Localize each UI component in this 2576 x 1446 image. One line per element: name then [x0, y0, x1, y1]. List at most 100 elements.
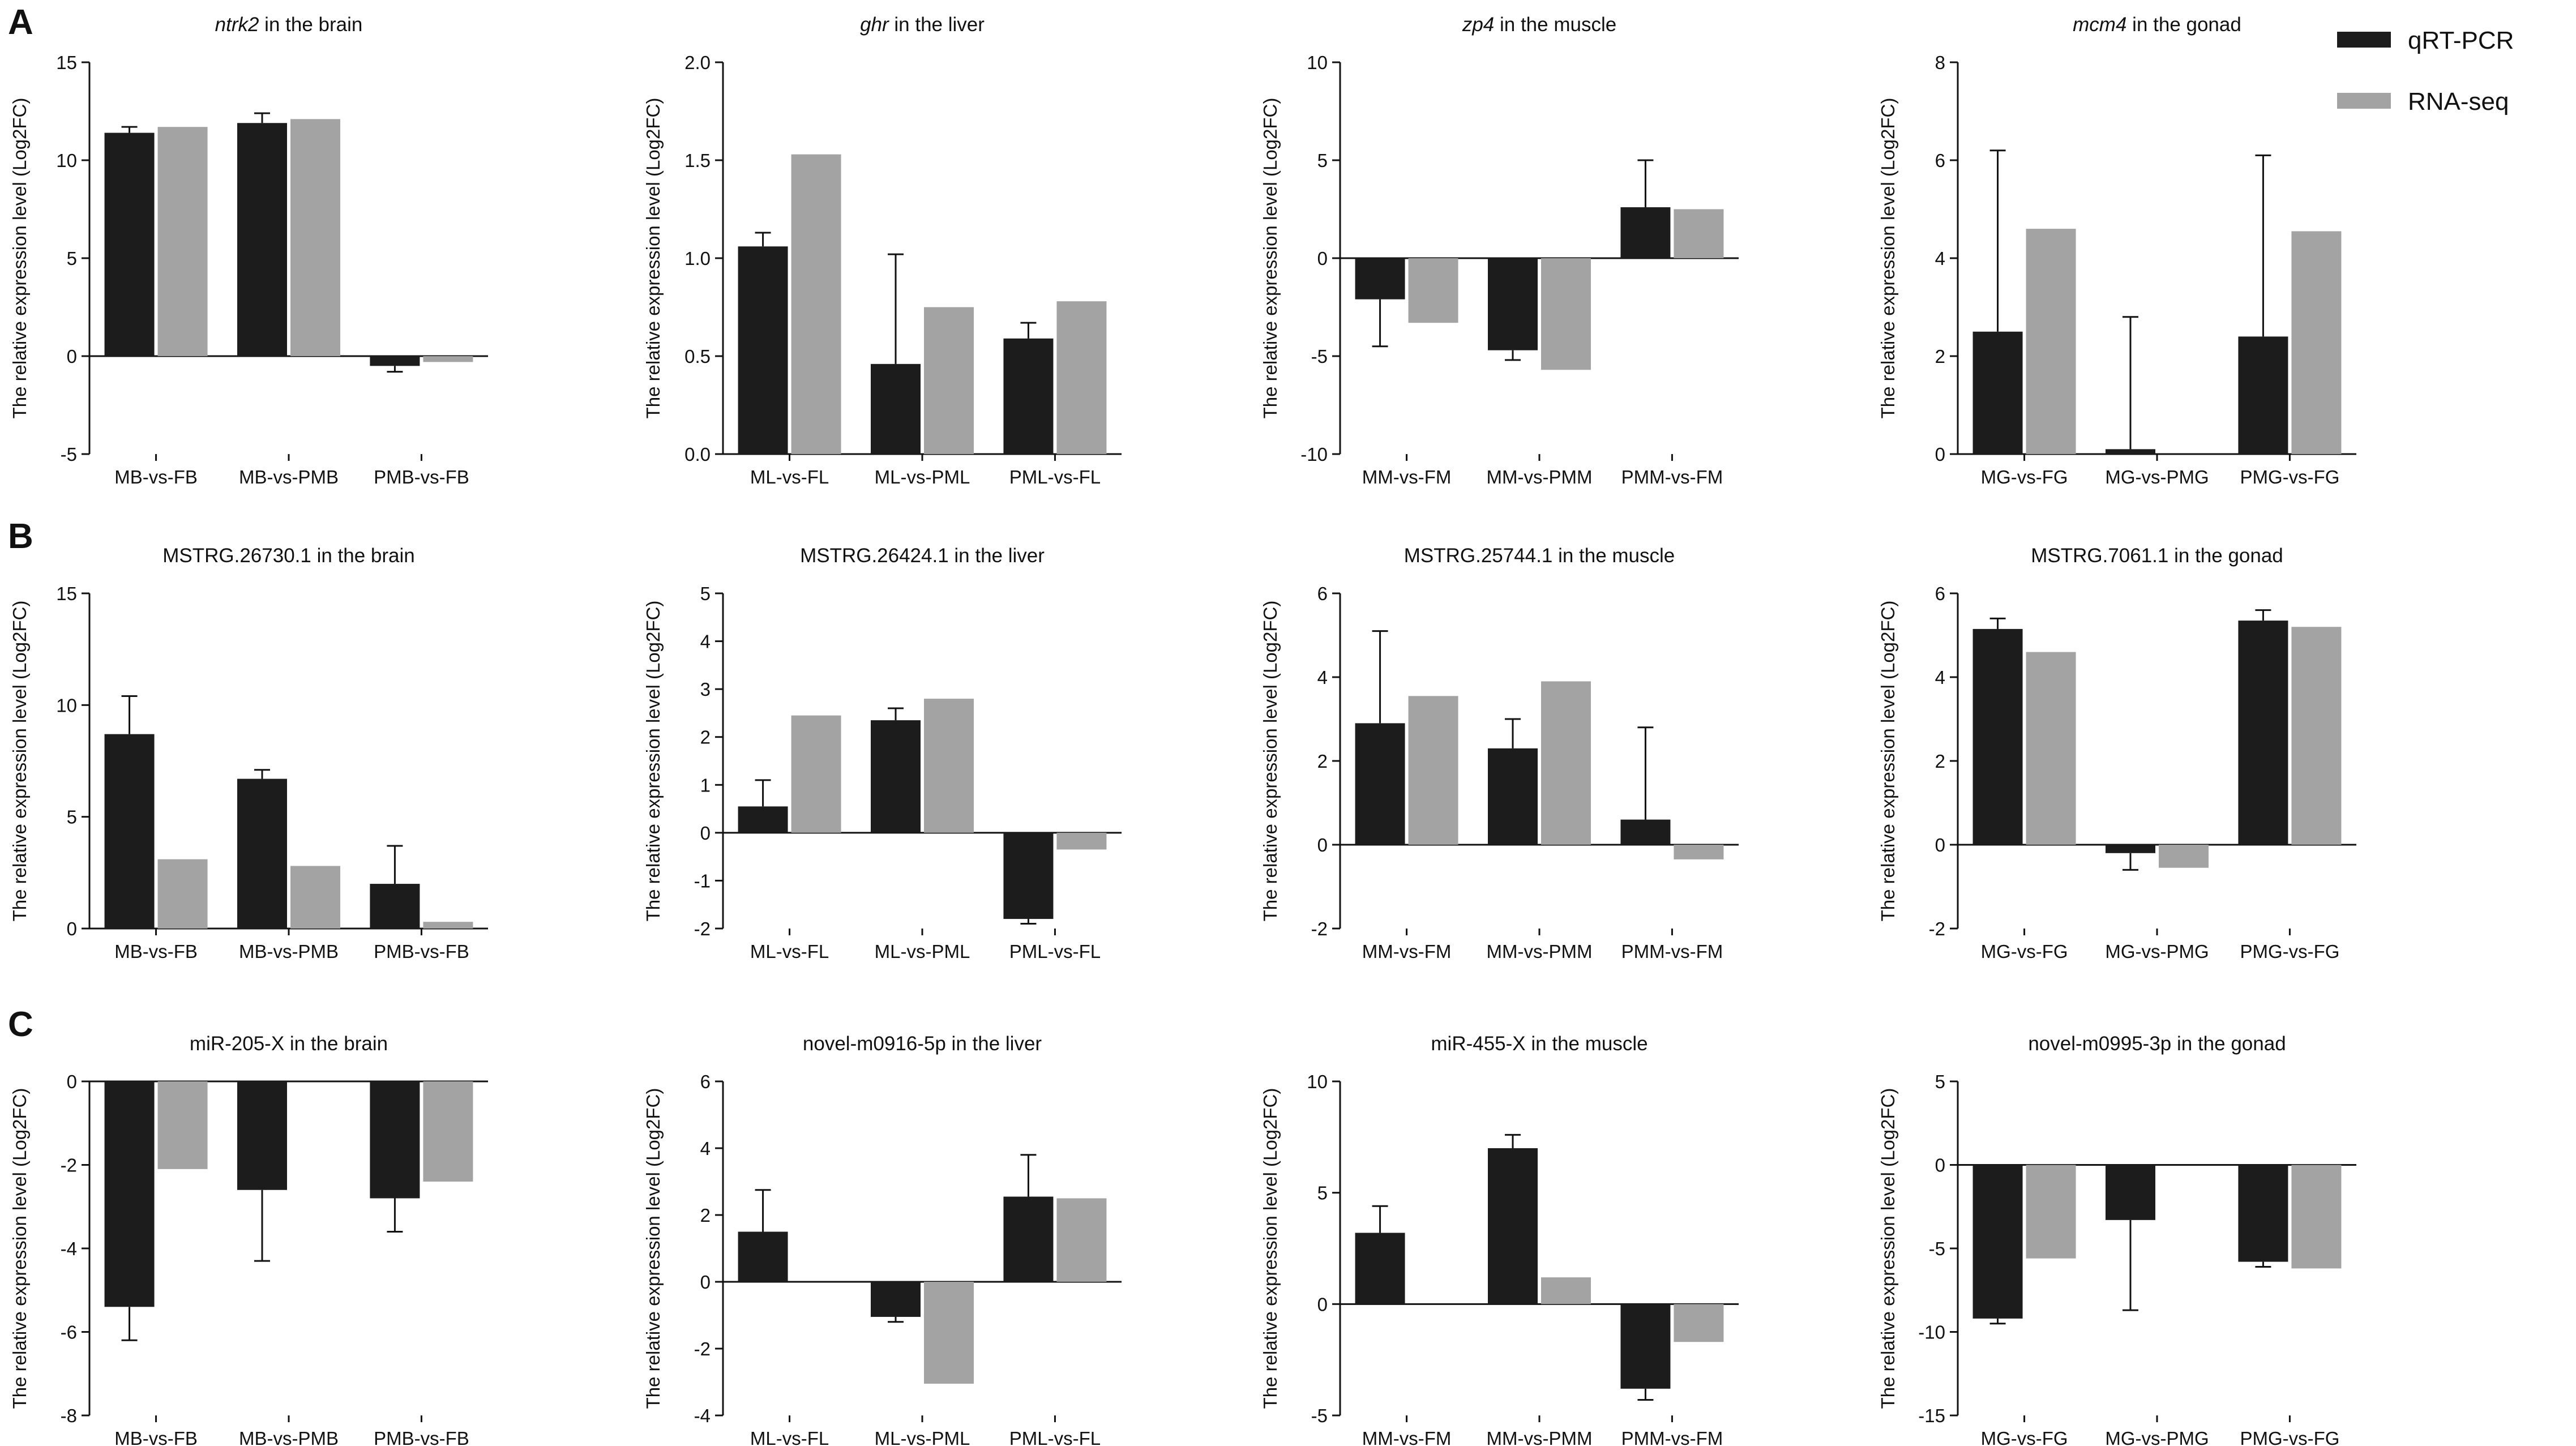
legend-swatch-qrt-pcr	[2337, 32, 2391, 48]
bar-rna-seq-3	[1674, 1304, 1724, 1342]
x-tick-label: MG-vs-PMG	[2105, 467, 2209, 487]
bar-qrt-pcr-1	[104, 1081, 155, 1307]
x-tick-label: MG-vs-PMG	[2105, 1428, 2209, 1446]
chart-2: ghr in the liver The relative expression …	[643, 14, 1122, 487]
x-tick-label: ML-vs-FL	[750, 1428, 829, 1446]
y-tick-label: -5	[1311, 346, 1328, 367]
y-tick-label: -2	[694, 918, 711, 939]
chart-title: MSTRG.25744.1 in the muscle	[1404, 545, 1675, 567]
y-tick-label: 4	[1317, 667, 1328, 688]
bar-rna-seq-3	[2291, 231, 2342, 454]
y-axis-label: The relative expression level (Log2FC)	[1877, 1088, 1898, 1409]
bar-qrt-pcr-1	[104, 734, 155, 929]
bar-rna-seq-2	[924, 1282, 974, 1384]
y-tick-label: 5	[700, 583, 711, 604]
chart-title: MSTRG.7061.1 in the gonad	[2031, 545, 2283, 567]
y-tick-label: -4	[61, 1238, 77, 1259]
bar-qrt-pcr-2	[237, 778, 287, 929]
y-tick-label: 15	[56, 583, 77, 604]
y-tick-label: -2	[1929, 918, 1945, 939]
chart-title: novel-m0916-5p in the liver	[803, 1033, 1042, 1055]
chart-title: ntrk2 in the brain	[215, 14, 363, 36]
y-tick-label: 0	[67, 1071, 77, 1092]
y-tick-label: 5	[1317, 1183, 1328, 1204]
y-tick-label: 6	[1935, 583, 1945, 604]
y-tick-label: 0	[67, 918, 77, 939]
bar-qrt-pcr-1	[1972, 331, 2023, 454]
y-tick-label: -8	[61, 1405, 77, 1426]
chart-title: MSTRG.26730.1 in the brain	[162, 545, 415, 567]
bar-rna-seq-3	[1056, 1198, 1107, 1282]
x-tick-label: PMG-vs-FG	[2240, 941, 2339, 962]
bar-rna-seq-2	[2159, 845, 2209, 868]
bar-qrt-pcr-1	[738, 1231, 788, 1282]
bar-qrt-pcr-2	[2106, 1165, 2155, 1220]
bar-qrt-pcr-2	[2106, 449, 2155, 454]
bar-qrt-pcr-3	[1003, 338, 1054, 454]
x-tick-label: PML-vs-FL	[1009, 1428, 1101, 1446]
bar-qrt-pcr-1	[104, 132, 155, 356]
x-tick-label: PMG-vs-FG	[2240, 467, 2339, 487]
y-tick-label: -1	[694, 870, 711, 891]
y-axis-label: The relative expression level (Log2FC)	[9, 98, 30, 419]
x-tick-label: PMM-vs-FM	[1621, 467, 1723, 487]
y-tick-label: 3	[700, 679, 711, 700]
y-tick-label: 0	[1317, 835, 1328, 855]
bar-rna-seq-1	[2026, 652, 2076, 845]
chart-title: zp4 in the muscle	[1462, 14, 1616, 36]
y-axis-label: The relative expression level (Log2FC)	[643, 98, 664, 419]
bar-qrt-pcr-3	[1620, 1304, 1671, 1389]
panel-label-a: A	[8, 3, 33, 42]
y-tick-label: -2	[1311, 918, 1328, 939]
y-tick-label: 1.5	[684, 150, 711, 171]
x-tick-label: PMB-vs-FB	[374, 1428, 469, 1446]
bar-qrt-pcr-2	[1488, 258, 1538, 350]
charts-grid: ntrk2 in the brain The relative expressio…	[9, 14, 2356, 1446]
x-tick-label: PMB-vs-FB	[374, 467, 469, 487]
x-tick-label: PML-vs-FL	[1009, 467, 1101, 487]
y-tick-label: -6	[61, 1322, 77, 1343]
legend: qRT-PCR RNA-seq	[2337, 27, 2514, 115]
y-axis-label: The relative expression level (Log2FC)	[1260, 601, 1281, 922]
bar-rna-seq-2	[1541, 1277, 1591, 1304]
bar-rna-seq-3	[2291, 627, 2342, 845]
bar-qrt-pcr-3	[370, 884, 420, 929]
x-tick-label: PMM-vs-FM	[1621, 1428, 1723, 1446]
x-tick-label: MB-vs-FB	[114, 467, 198, 487]
bar-rna-seq-2	[1541, 681, 1591, 845]
x-tick-label: MB-vs-FB	[114, 941, 198, 962]
chart-title: MSTRG.26424.1 in the liver	[800, 545, 1045, 567]
y-axis-label: The relative expression level (Log2FC)	[643, 1088, 664, 1409]
bar-rna-seq-3	[423, 1081, 473, 1182]
y-tick-label: -10	[1918, 1322, 1945, 1343]
x-tick-label: MM-vs-FM	[1362, 1428, 1452, 1446]
bar-rna-seq-2	[290, 866, 340, 929]
y-tick-label: 6	[1317, 583, 1328, 604]
bar-qrt-pcr-1	[738, 246, 788, 454]
bar-qrt-pcr-2	[871, 363, 921, 454]
bar-rna-seq-3	[423, 356, 473, 362]
bar-rna-seq-1	[157, 859, 208, 929]
y-tick-label: -2	[61, 1155, 77, 1176]
chart-title: mcm4 in the gonad	[2073, 14, 2241, 36]
y-tick-label: -10	[1300, 444, 1328, 465]
chart-11: miR-455-X in the muscle The relative expr…	[1260, 1033, 1739, 1446]
bar-qrt-pcr-3	[1620, 819, 1671, 845]
bar-qrt-pcr-3	[1003, 1196, 1054, 1282]
chart-3: zp4 in the muscle The relative expression…	[1260, 14, 1739, 487]
x-tick-label: MM-vs-PMM	[1487, 941, 1593, 962]
bar-qrt-pcr-3	[1003, 832, 1054, 919]
y-tick-label: 2	[700, 727, 711, 748]
bar-qrt-pcr-2	[237, 123, 287, 356]
y-axis-label: The relative expression level (Log2FC)	[9, 1088, 30, 1409]
y-tick-label: 2	[1935, 346, 1945, 367]
bar-qrt-pcr-1	[1355, 723, 1405, 845]
y-tick-label: 6	[700, 1071, 711, 1092]
y-tick-label: 0	[700, 823, 711, 844]
y-tick-label: 4	[700, 631, 711, 652]
y-tick-label: 5	[1935, 1071, 1945, 1092]
bar-qrt-pcr-2	[2106, 845, 2155, 853]
chart-title: ghr in the liver	[860, 14, 985, 36]
bar-rna-seq-3	[1056, 301, 1107, 454]
